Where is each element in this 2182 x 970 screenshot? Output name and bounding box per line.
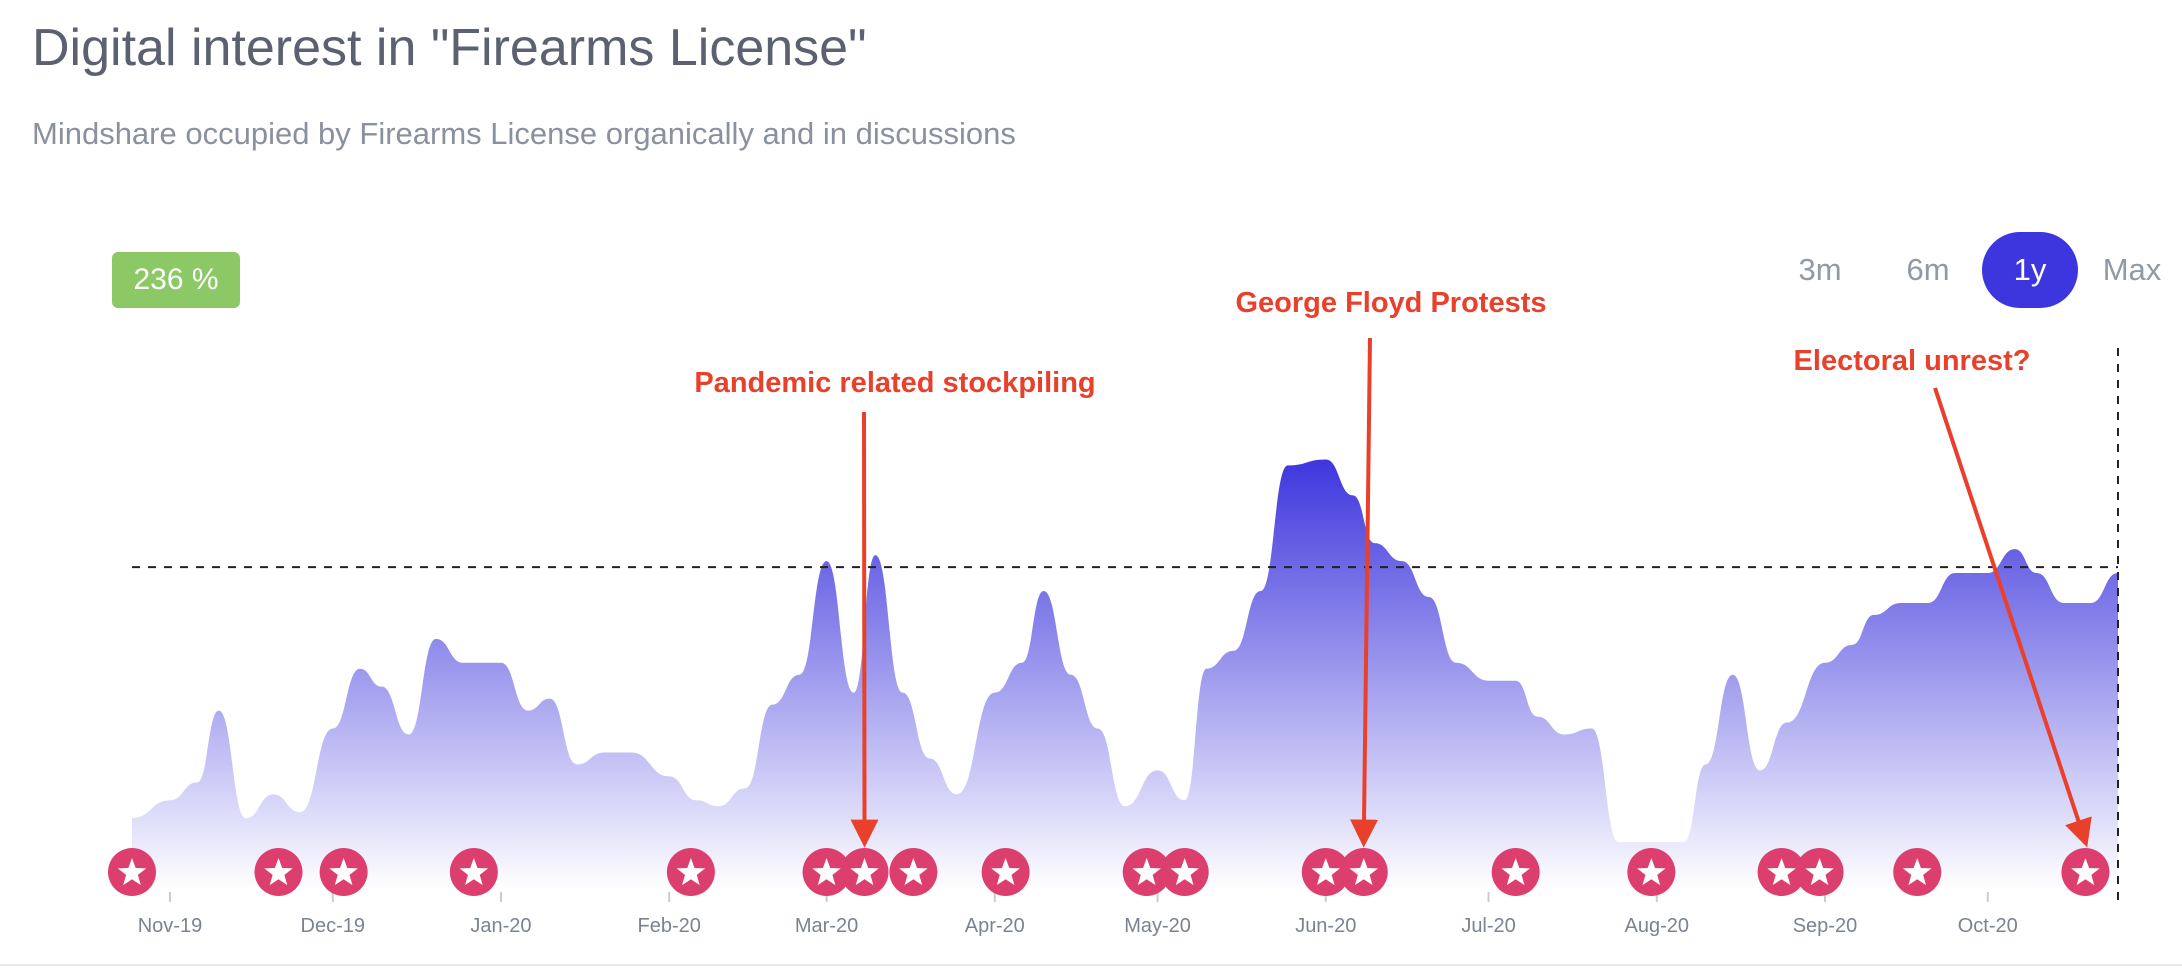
star-icon: [1132, 858, 1161, 886]
event-marker[interactable]: [981, 848, 1030, 896]
star-icon: [991, 858, 1020, 886]
star-icon: [1170, 858, 1199, 886]
star-icon: [329, 858, 358, 886]
star-icon: [2071, 858, 2100, 886]
page-subtitle: Mindshare occupied by Firearms License o…: [32, 116, 1016, 151]
x-tick-label: May-20: [1124, 915, 1191, 937]
event-marker[interactable]: [666, 848, 715, 896]
star-icon: [812, 858, 841, 886]
star-icon: [1637, 858, 1666, 886]
event-marker[interactable]: [840, 848, 889, 896]
event-marker[interactable]: [254, 848, 303, 896]
annotation-arrow: [850, 411, 879, 848]
interest-area: [132, 459, 2118, 890]
event-marker[interactable]: [1627, 848, 1676, 896]
range-button-3m[interactable]: 3m: [1798, 252, 1842, 287]
star-icon: [850, 858, 879, 886]
annotation-label: Electoral unrest?: [1794, 345, 2031, 377]
event-marker[interactable]: [108, 848, 156, 896]
star-icon: [1311, 858, 1341, 886]
annotation-arrow: [1350, 337, 1379, 848]
star-icon: [1501, 858, 1530, 886]
star-icon: [1902, 858, 1932, 886]
event-marker[interactable]: [1491, 848, 1540, 896]
star-icon: [899, 858, 928, 886]
event-marker[interactable]: [1339, 848, 1388, 896]
event-marker[interactable]: [1795, 848, 1844, 896]
range-button-6m[interactable]: 6m: [1906, 252, 1950, 287]
x-tick-label: Mar-20: [795, 915, 858, 937]
x-tick-label: Jul-20: [1461, 915, 1515, 937]
event-marker[interactable]: [1301, 848, 1350, 896]
star-icon: [264, 858, 293, 886]
annotations: Pandemic related stockpiling George Floyd…: [694, 287, 2092, 848]
event-marker[interactable]: [1160, 848, 1209, 896]
star-icon: [1767, 858, 1796, 886]
annotation-label: Pandemic related stockpiling: [694, 367, 1095, 399]
x-tick-label: Nov-19: [138, 915, 202, 937]
event-marker[interactable]: [1893, 848, 1942, 896]
event-marker[interactable]: [2061, 848, 2110, 896]
x-axis-ticks: Nov-19 Dec-19 Jan-20 Feb-20 Mar-20 Apr-20 May-…: [138, 892, 2018, 937]
event-marker[interactable]: [889, 848, 938, 896]
event-marker[interactable]: [1757, 848, 1806, 896]
x-tick-label: Aug-20: [1625, 915, 1690, 937]
x-tick-label: Oct-20: [1958, 915, 2018, 937]
x-tick-label: Dec-19: [301, 915, 365, 937]
x-tick-label: Sep-20: [1793, 915, 1858, 937]
star-icon: [1349, 858, 1379, 886]
star-icon: [676, 858, 706, 886]
change-badge: 236 %: [112, 252, 240, 308]
star-icon: [117, 858, 147, 886]
event-markers: [108, 848, 2110, 896]
event-marker[interactable]: [449, 848, 498, 896]
event-marker[interactable]: [319, 848, 368, 896]
bottom-divider: [0, 964, 2182, 966]
annotation-label: George Floyd Protests: [1235, 287, 1546, 319]
star-icon: [1805, 858, 1834, 886]
x-tick-label: Feb-20: [638, 915, 701, 937]
event-marker[interactable]: [1122, 848, 1171, 896]
annotation-arrow: [1933, 387, 2092, 848]
page-title: Digital interest in "Firearms License": [32, 19, 867, 77]
x-tick-label: Apr-20: [965, 915, 1025, 937]
event-marker[interactable]: [802, 848, 851, 896]
x-tick-label: Jun-20: [1295, 915, 1356, 937]
range-button-max[interactable]: Max: [2102, 252, 2162, 287]
range-button-1y[interactable]: 1y: [1982, 232, 2078, 308]
x-tick-label: Jan-20: [470, 915, 531, 937]
star-icon: [459, 858, 489, 886]
